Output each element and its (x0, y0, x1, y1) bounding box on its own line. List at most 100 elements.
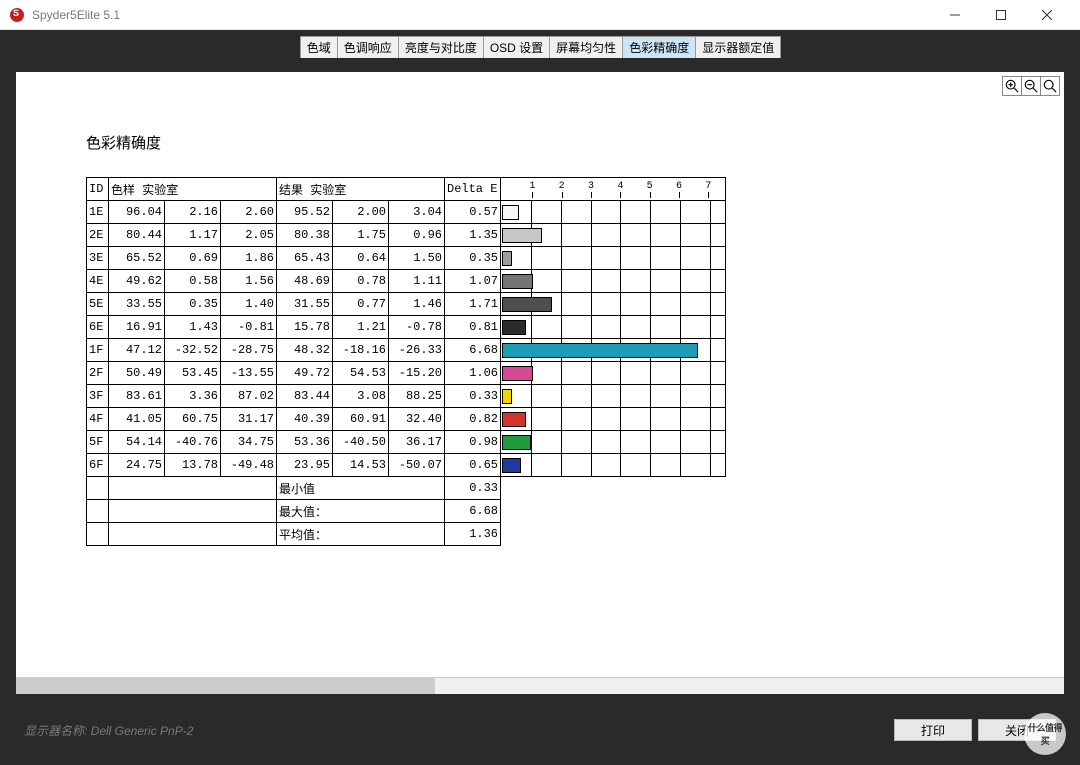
titlebar: Spyder5Elite 5.1 (0, 0, 1080, 30)
summary-row: 最大值：6.68 (87, 500, 726, 523)
cell-r3: 32.40 (389, 408, 445, 431)
cell-summary-value: 1.36 (445, 523, 501, 546)
cell-r2: 54.53 (333, 362, 389, 385)
monitor-label-prefix: 显示器名称: (24, 724, 91, 738)
cell-bar (501, 339, 726, 362)
cell-id: 5F (87, 431, 109, 454)
cell-empty (109, 523, 277, 546)
cell-r2: 1.21 (333, 316, 389, 339)
cell-s1: 50.49 (109, 362, 165, 385)
cell-r3: 3.04 (389, 201, 445, 224)
zoom-in-icon[interactable] (1002, 76, 1022, 96)
cell-summary-label: 最小值 (277, 477, 445, 500)
cell-empty (109, 500, 277, 523)
table-row: 1E96.042.162.6095.522.003.040.57 (87, 201, 726, 224)
cell-s2: 1.17 (165, 224, 221, 247)
table-row: 5E33.550.351.4031.550.771.461.71 (87, 293, 726, 316)
cell-r1: 83.44 (277, 385, 333, 408)
cell-s3: -13.55 (221, 362, 277, 385)
cell-delta: 0.81 (445, 316, 501, 339)
cell-bar (501, 385, 726, 408)
cell-bar (501, 293, 726, 316)
cell-r1: 49.72 (277, 362, 333, 385)
cell-delta: 0.65 (445, 454, 501, 477)
cell-delta: 1.35 (445, 224, 501, 247)
cell-s2: -40.76 (165, 431, 221, 454)
table-row: 2E80.441.172.0580.381.750.961.35 (87, 224, 726, 247)
tab-4[interactable]: 屏幕均匀性 (549, 36, 623, 58)
cell-id: 5E (87, 293, 109, 316)
cell-s1: 41.05 (109, 408, 165, 431)
cell-r2: 0.64 (333, 247, 389, 270)
cell-id: 1F (87, 339, 109, 362)
scrollbar-thumb[interactable] (16, 678, 435, 694)
th-result: 结果 实验室 (277, 178, 445, 201)
window-title: Spyder5Elite 5.1 (32, 8, 932, 22)
cell-r2: 2.00 (333, 201, 389, 224)
cell-s2: 13.78 (165, 454, 221, 477)
maximize-button[interactable] (978, 0, 1024, 30)
zoom-controls (1003, 76, 1060, 96)
cell-delta: 6.68 (445, 339, 501, 362)
cell-s1: 49.62 (109, 270, 165, 293)
cell-s1: 65.52 (109, 247, 165, 270)
cell-r2: -40.50 (333, 431, 389, 454)
cell-r2: 3.08 (333, 385, 389, 408)
cell-r2: 60.91 (333, 408, 389, 431)
table-row: 2F50.4953.45-13.5549.7254.53-15.201.06 (87, 362, 726, 385)
report-title: 色彩精确度 (86, 132, 1004, 153)
cell-r3: 36.17 (389, 431, 445, 454)
cell-r3: 0.96 (389, 224, 445, 247)
tab-2[interactable]: 亮度与对比度 (398, 36, 484, 58)
cell-bar (501, 408, 726, 431)
cell-delta: 0.98 (445, 431, 501, 454)
tab-bar: 色域色调响应亮度与对比度OSD 设置屏幕均匀性色彩精确度显示器额定值 (2, 32, 1078, 58)
th-id: ID (87, 178, 109, 201)
minimize-button[interactable] (932, 0, 978, 30)
cell-s2: -32.52 (165, 339, 221, 362)
cell-delta: 1.71 (445, 293, 501, 316)
table-row: 4F41.0560.7531.1740.3960.9132.400.82 (87, 408, 726, 431)
monitor-name: Dell Generic PnP-2 (91, 724, 194, 738)
app-icon (10, 8, 24, 22)
content-wrap: 色彩精确度 ID色样 实验室结果 实验室Delta E12345671E96.0… (2, 58, 1078, 708)
cell-delta: 0.33 (445, 385, 501, 408)
horiz-scrollbar[interactable] (16, 677, 1064, 694)
cell-s3: 1.40 (221, 293, 277, 316)
tab-1[interactable]: 色调响应 (337, 36, 399, 58)
tab-5[interactable]: 色彩精确度 (622, 36, 696, 58)
cell-empty (87, 477, 109, 500)
cell-empty (501, 477, 726, 500)
cell-s2: 0.58 (165, 270, 221, 293)
cell-s2: 2.16 (165, 201, 221, 224)
table-row: 5F54.14-40.7634.7553.36-40.5036.170.98 (87, 431, 726, 454)
cell-bar (501, 247, 726, 270)
table-row: 6E16.911.43-0.8115.781.21-0.780.81 (87, 316, 726, 339)
cell-r1: 15.78 (277, 316, 333, 339)
cell-r2: 1.75 (333, 224, 389, 247)
zoom-fit-icon[interactable] (1040, 76, 1060, 96)
cell-s2: 53.45 (165, 362, 221, 385)
cell-r1: 65.43 (277, 247, 333, 270)
print-button[interactable]: 打印 (894, 719, 972, 741)
cell-id: 6F (87, 454, 109, 477)
cell-r3: -26.33 (389, 339, 445, 362)
th-sample: 色样 实验室 (109, 178, 277, 201)
cell-bar (501, 362, 726, 385)
tab-3[interactable]: OSD 设置 (483, 36, 550, 58)
tab-0[interactable]: 色域 (300, 36, 338, 58)
cell-r1: 40.39 (277, 408, 333, 431)
cell-r1: 95.52 (277, 201, 333, 224)
close-button[interactable] (1024, 0, 1070, 30)
cell-s1: 24.75 (109, 454, 165, 477)
tab-6[interactable]: 显示器额定值 (695, 36, 781, 58)
cell-r2: 14.53 (333, 454, 389, 477)
report-pane: 色彩精确度 ID色样 实验室结果 实验室Delta E12345671E96.0… (16, 72, 1064, 694)
cell-s2: 0.69 (165, 247, 221, 270)
table-row: 6F24.7513.78-49.4823.9514.53-50.070.65 (87, 454, 726, 477)
close-report-button[interactable]: 关闭 (978, 719, 1056, 741)
cell-s2: 3.36 (165, 385, 221, 408)
table-row: 4E49.620.581.5648.690.781.111.07 (87, 270, 726, 293)
zoom-out-icon[interactable] (1021, 76, 1041, 96)
cell-delta: 1.06 (445, 362, 501, 385)
